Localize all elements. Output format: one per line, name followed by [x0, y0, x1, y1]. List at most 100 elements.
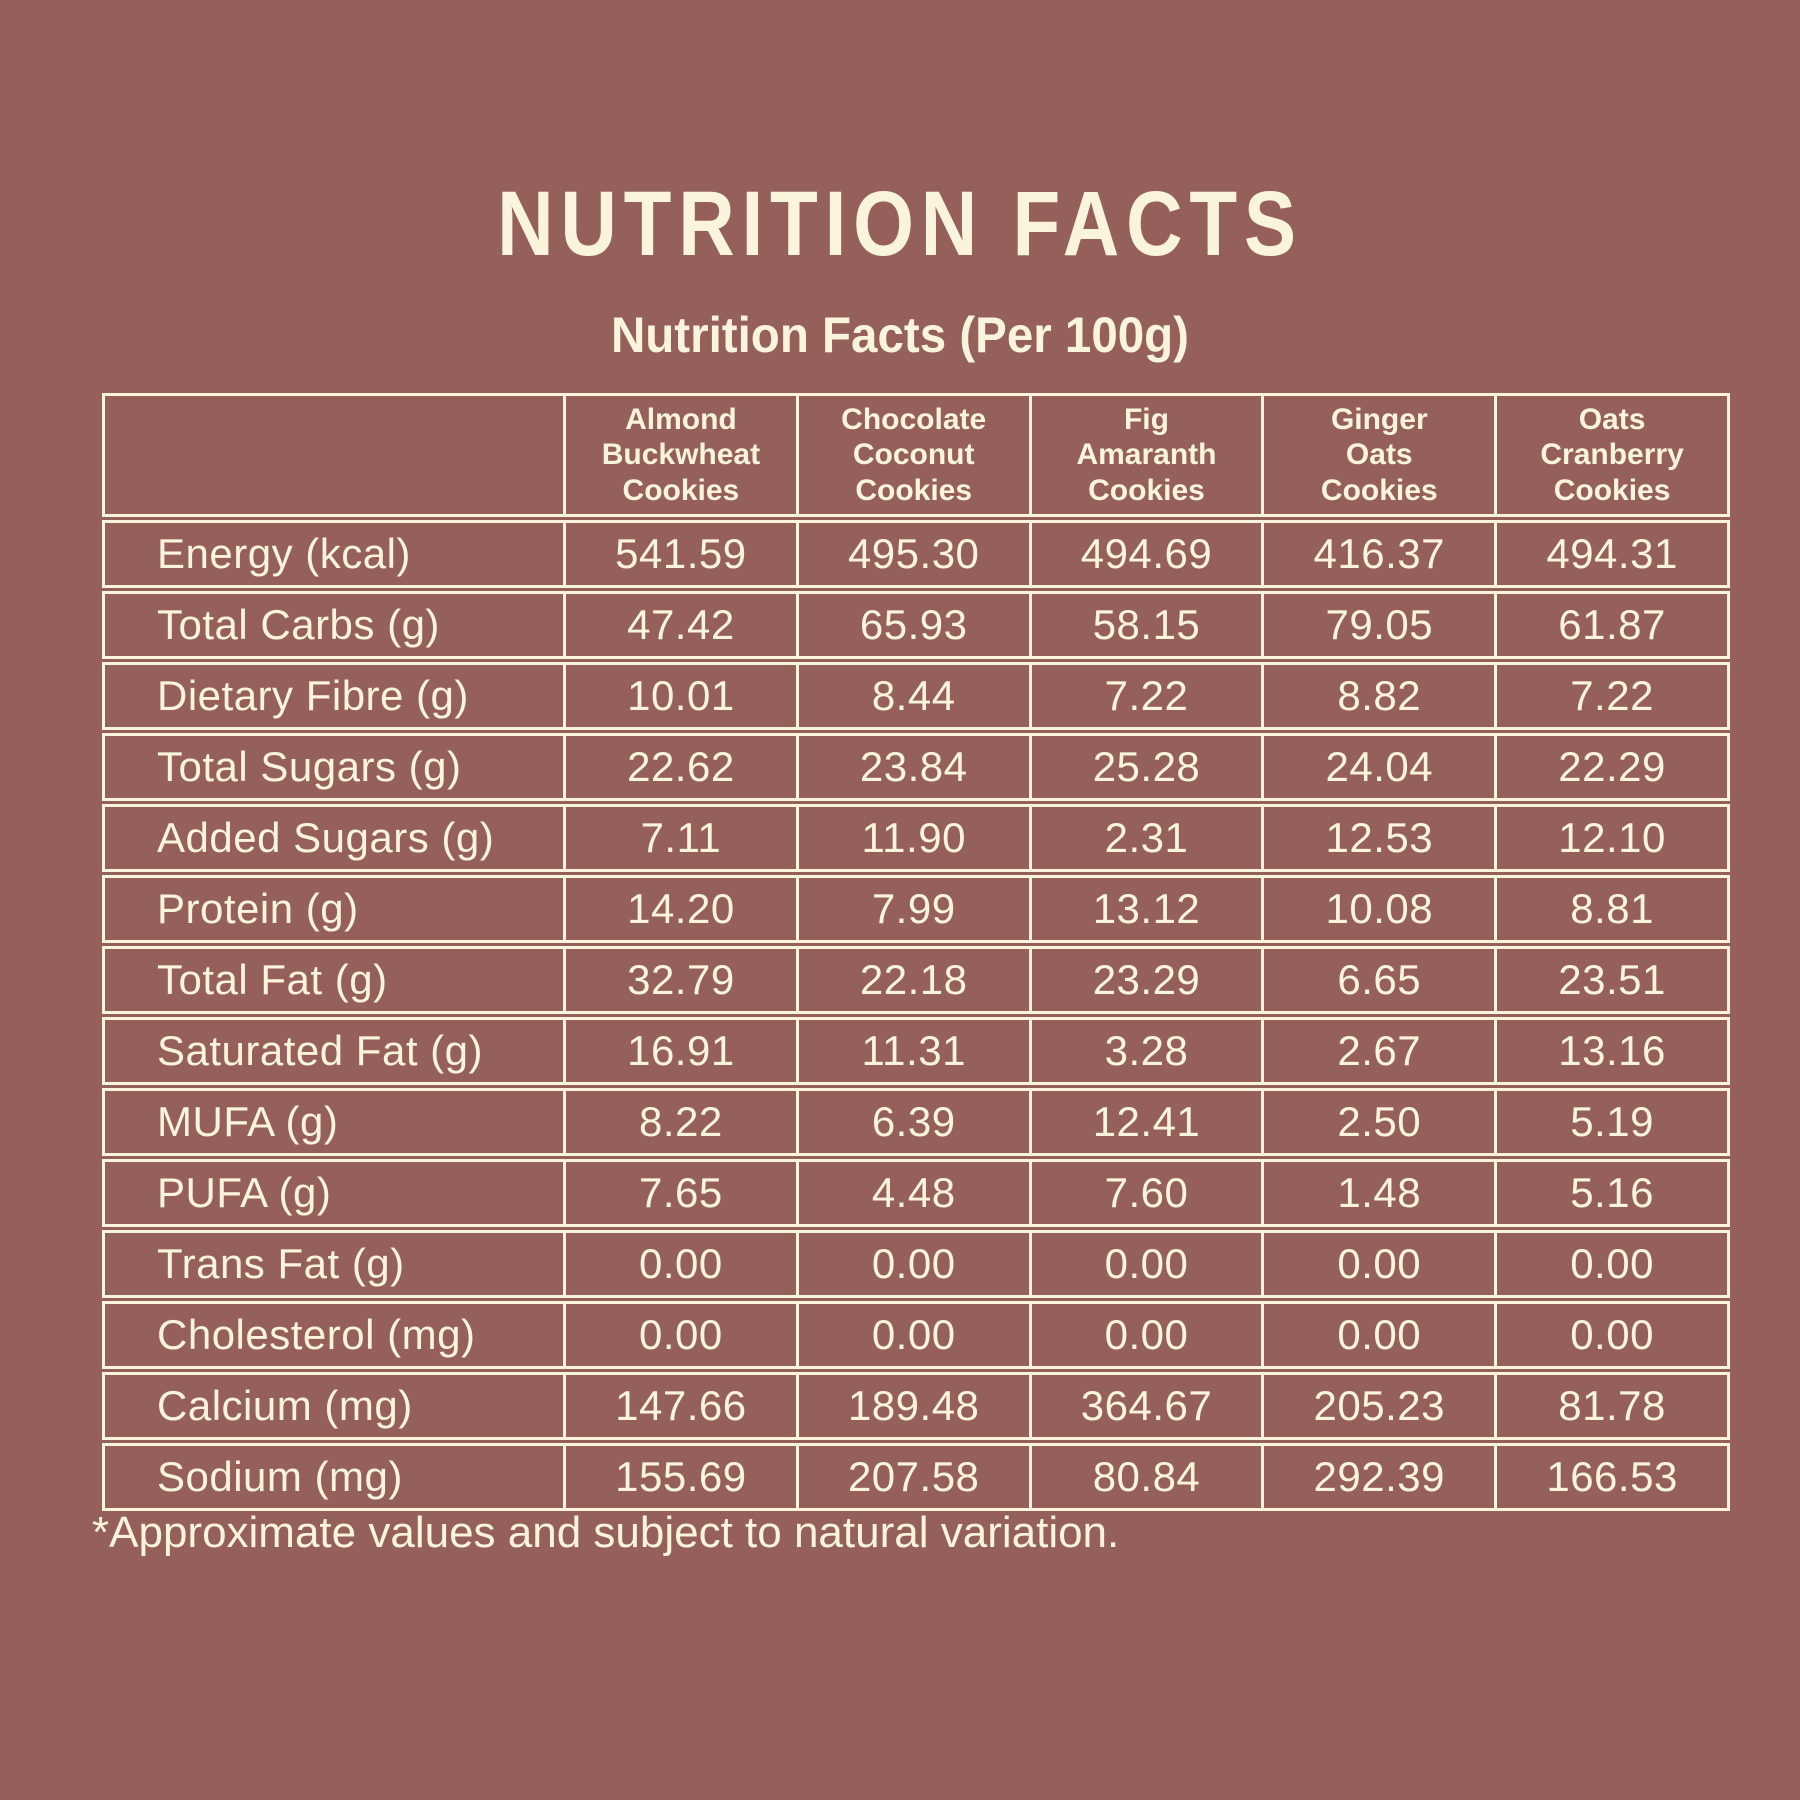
row-label: Trans Fat (g)	[157, 1240, 405, 1288]
value-cell: 205.23	[1261, 1375, 1494, 1438]
column-header: Fig Amaranth Cookies	[1028, 396, 1262, 515]
value-cell: 0.00	[1494, 1304, 1727, 1367]
table-row: Total Carbs (g) 47.42 65.93 58.15 79.05 61.8…	[102, 591, 1730, 660]
value-cell: 5.16	[1494, 1162, 1727, 1225]
table-row: PUFA (g) 7.65 4.48 7.60 1.48 5.16	[102, 1159, 1730, 1228]
value-cell: 0.00	[795, 1304, 1029, 1367]
value-cell: 6.39	[795, 1091, 1029, 1154]
value-cell: 0.00	[795, 1233, 1029, 1296]
nutrition-table: Almond Buckwheat Cookies Chocolate Coconu…	[102, 393, 1730, 1512]
value-cell: 7.99	[795, 878, 1029, 941]
value-cell: 24.04	[1261, 736, 1494, 799]
table-row: Sodium (mg) 155.69 207.58 80.84 292.39 166.5…	[102, 1443, 1730, 1512]
value-cell: 8.82	[1261, 665, 1494, 728]
table-header-row: Almond Buckwheat Cookies Chocolate Coconu…	[102, 393, 1730, 518]
value-cell: 7.60	[1028, 1162, 1262, 1225]
row-label: Sodium (mg)	[157, 1453, 403, 1501]
value-cell: 22.62	[563, 736, 796, 799]
value-cell: 2.67	[1261, 1020, 1494, 1083]
value-cell: 541.59	[563, 523, 796, 586]
value-cell: 2.31	[1028, 807, 1262, 870]
row-label: Calcium (mg)	[157, 1382, 413, 1430]
value-cell: 3.28	[1028, 1020, 1262, 1083]
footnote: *Approximate values and subject to natur…	[92, 1508, 1120, 1557]
value-cell: 58.15	[1028, 594, 1262, 657]
value-cell: 11.31	[795, 1020, 1029, 1083]
table-row: Calcium (mg) 147.66 189.48 364.67 205.23 81.…	[102, 1372, 1730, 1441]
table-row: Cholesterol (mg) 0.00 0.00 0.00 0.00 0.00	[102, 1301, 1730, 1370]
table-title: Nutrition Facts (Per 100g)	[610, 307, 1190, 363]
value-cell: 16.91	[563, 1020, 796, 1083]
value-cell: 0.00	[563, 1233, 796, 1296]
table-row: MUFA (g) 8.22 6.39 12.41 2.50 5.19	[102, 1088, 1730, 1157]
value-cell: 11.90	[795, 807, 1029, 870]
value-cell: 7.11	[563, 807, 796, 870]
value-cell: 147.66	[563, 1375, 796, 1438]
column-header: Ginger Oats Cookies	[1261, 396, 1494, 515]
value-cell: 189.48	[795, 1375, 1029, 1438]
table-row: Dietary Fibre (g) 10.01 8.44 7.22 8.82 7.22	[102, 662, 1730, 731]
value-cell: 80.84	[1028, 1446, 1262, 1509]
table-row: Total Sugars (g) 22.62 23.84 25.28 24.04 22.…	[102, 733, 1730, 802]
row-label: Saturated Fat (g)	[157, 1027, 483, 1075]
table-row: Added Sugars (g) 7.11 11.90 2.31 12.53 12.10	[102, 804, 1730, 873]
value-cell: 81.78	[1494, 1375, 1727, 1438]
row-label: MUFA (g)	[157, 1098, 339, 1146]
value-cell: 292.39	[1261, 1446, 1494, 1509]
value-cell: 13.12	[1028, 878, 1262, 941]
value-cell: 4.48	[795, 1162, 1029, 1225]
value-cell: 10.08	[1261, 878, 1494, 941]
table-row: Protein (g) 14.20 7.99 13.12 10.08 8.81	[102, 875, 1730, 944]
value-cell: 2.50	[1261, 1091, 1494, 1154]
value-cell: 14.20	[563, 878, 796, 941]
value-cell: 8.81	[1494, 878, 1727, 941]
value-cell: 12.53	[1261, 807, 1494, 870]
value-cell: 494.31	[1494, 523, 1727, 586]
value-cell: 47.42	[563, 594, 796, 657]
value-cell: 7.22	[1494, 665, 1727, 728]
row-label: Energy (kcal)	[157, 530, 411, 578]
value-cell: 23.29	[1028, 949, 1262, 1012]
row-label: Total Carbs (g)	[157, 601, 440, 649]
value-cell: 495.30	[795, 523, 1029, 586]
row-label: Protein (g)	[157, 885, 359, 933]
value-cell: 22.18	[795, 949, 1029, 1012]
value-cell: 8.22	[563, 1091, 796, 1154]
value-cell: 32.79	[563, 949, 796, 1012]
corner-cell	[105, 396, 563, 514]
value-cell: 0.00	[1028, 1233, 1262, 1296]
value-cell: 22.29	[1494, 736, 1727, 799]
column-header: Oats Cranberry Cookies	[1494, 396, 1727, 515]
value-cell: 10.01	[563, 665, 796, 728]
value-cell: 12.41	[1028, 1091, 1262, 1154]
value-cell: 364.67	[1028, 1375, 1262, 1438]
value-cell: 61.87	[1494, 594, 1727, 657]
value-cell: 12.10	[1494, 807, 1727, 870]
row-label: PUFA (g)	[157, 1169, 332, 1217]
value-cell: 1.48	[1261, 1162, 1494, 1225]
row-label: Dietary Fibre (g)	[157, 672, 469, 720]
value-cell: 0.00	[1261, 1233, 1494, 1296]
value-cell: 65.93	[795, 594, 1029, 657]
value-cell: 23.84	[795, 736, 1029, 799]
table-row: Energy (kcal) 541.59 495.30 494.69 416.37 49…	[102, 520, 1730, 589]
table-row: Total Fat (g) 32.79 22.18 23.29 6.65 23.51	[102, 946, 1730, 1015]
column-header: Almond Buckwheat Cookies	[563, 396, 796, 515]
value-cell: 6.65	[1261, 949, 1494, 1012]
value-cell: 155.69	[563, 1446, 796, 1509]
table-row: Saturated Fat (g) 16.91 11.31 3.28 2.67 13.1…	[102, 1017, 1730, 1086]
page-title: NUTRITION FACTS	[497, 173, 1303, 275]
value-cell: 166.53	[1494, 1446, 1727, 1509]
row-label: Total Sugars (g)	[157, 743, 462, 791]
value-cell: 494.69	[1028, 523, 1262, 586]
column-header: Chocolate Coconut Cookies	[795, 396, 1029, 515]
row-label: Added Sugars (g)	[157, 814, 495, 862]
value-cell: 0.00	[563, 1304, 796, 1367]
value-cell: 0.00	[1494, 1233, 1727, 1296]
value-cell: 7.22	[1028, 665, 1262, 728]
value-cell: 207.58	[795, 1446, 1029, 1509]
value-cell: 79.05	[1261, 594, 1494, 657]
value-cell: 5.19	[1494, 1091, 1727, 1154]
value-cell: 13.16	[1494, 1020, 1727, 1083]
